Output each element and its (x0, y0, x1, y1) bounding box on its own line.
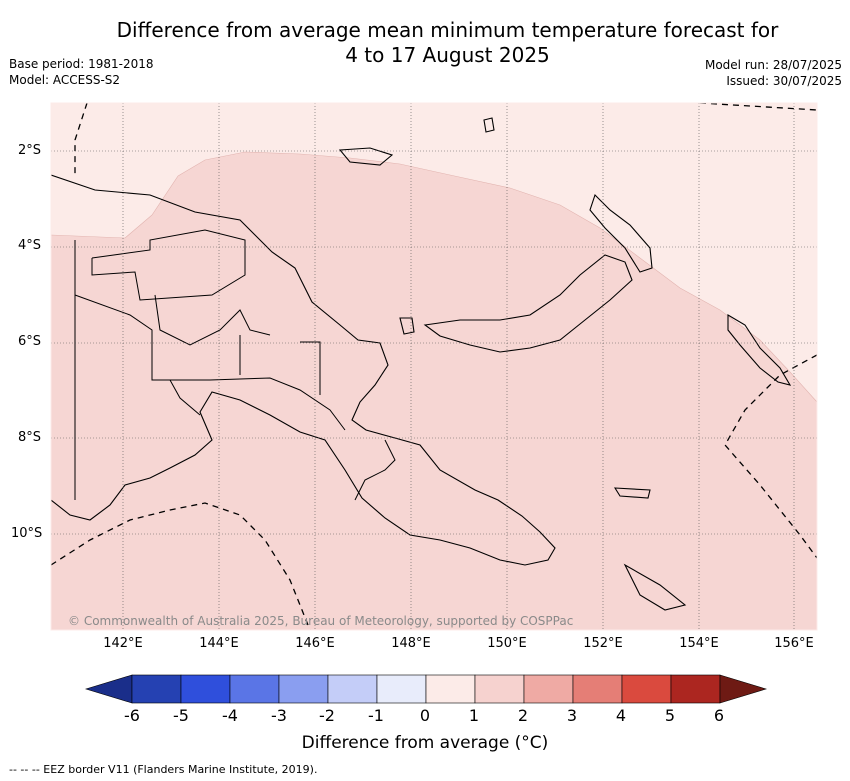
colorbar-bin (474, 674, 525, 704)
colorbar-extend-high (719, 674, 768, 704)
title-line-1: Difference from average mean minimum tem… (116, 18, 779, 42)
colorbar-tick: 1 (468, 706, 480, 725)
issued-date: Issued: 30/07/2025 (726, 74, 842, 88)
colorbar-tick: 2 (517, 706, 529, 725)
colorbar-tick: 3 (566, 706, 578, 725)
colorbar-tick: -1 (368, 706, 384, 725)
lon-label-144e: 144°E (199, 636, 239, 651)
lon-label-156e: 156°E (774, 636, 814, 651)
eez-legend: -- -- -- EEZ border V11 (Flanders Marine… (9, 763, 318, 776)
colorbar-bin (670, 674, 721, 704)
colorbar-bin (621, 674, 672, 704)
map-title: Difference from average mean minimum tem… (80, 18, 815, 68)
lat-label-2s: 2°S (18, 143, 42, 158)
colorbar-bin (572, 674, 623, 704)
lon-label-150e: 150°E (487, 636, 527, 651)
map-area (51, 103, 817, 630)
copyright-notice: © Commonwealth of Australia 2025, Bureau… (68, 614, 574, 628)
lat-label-8s: 8°S (18, 430, 42, 445)
lon-label-148e: 148°E (391, 636, 431, 651)
lat-label-6s: 6°S (18, 334, 42, 349)
colorbar-tick: -3 (271, 706, 287, 725)
meta-left: Base period: 1981-2018 Model: ACCESS-S2 (9, 56, 154, 88)
colorbar-tick: -2 (319, 706, 335, 725)
colorbar-bin (523, 674, 574, 704)
colorbar-tick: 4 (615, 706, 627, 725)
island-small (338, 117, 687, 611)
model-name: Model: ACCESS-S2 (9, 73, 121, 87)
colorbar-bin (278, 674, 329, 704)
lat-label-4s: 4°S (18, 238, 42, 253)
lon-label-142e: 142°E (103, 636, 143, 651)
meta-right: Model run: 28/07/2025 Issued: 30/07/2025 (705, 57, 842, 89)
colorbar-tick: -5 (173, 706, 189, 725)
map-frame (50, 102, 818, 631)
title-line-2: 4 to 17 August 2025 (345, 43, 550, 67)
colorbar-bin (229, 674, 280, 704)
new-ireland-coast (589, 193, 653, 273)
coastline (51, 174, 556, 566)
eez-border (51, 103, 817, 630)
gridlines (51, 103, 817, 630)
colorbar-label: Difference from average (°C) (301, 733, 549, 753)
colorbar-tick: 6 (713, 706, 725, 725)
base-period: Base period: 1981-2018 (9, 57, 154, 71)
colorbar-tick: 5 (664, 706, 676, 725)
colorbar (84, 674, 768, 704)
colorbar-tick: -6 (124, 706, 140, 725)
colorbar-extend-low (84, 674, 133, 704)
lon-label-154e: 154°E (679, 636, 719, 651)
model-run: Model run: 28/07/2025 (704, 58, 842, 72)
bougainville-coast (727, 314, 792, 386)
anomaly-zone-1-2 (51, 151, 817, 630)
admin-boundaries (74, 229, 396, 501)
lon-label-152e: 152°E (583, 636, 623, 651)
colorbar-bin (376, 674, 427, 704)
colorbar-bin (425, 674, 476, 704)
colorbar-bin (180, 674, 231, 704)
colorbar-tick: 0 (419, 706, 431, 725)
colorbar-tick: -4 (222, 706, 238, 725)
new-britain-coast (423, 254, 633, 353)
lon-label-146e: 146°E (295, 636, 335, 651)
colorbar-bin (131, 674, 182, 704)
lat-label-10s: 10°S (11, 526, 43, 541)
colorbar-bin (327, 674, 378, 704)
